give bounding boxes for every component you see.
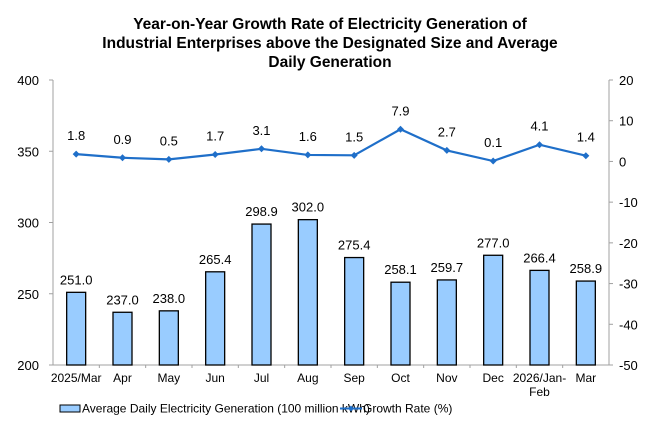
- bar-data-label: 238.0: [153, 291, 186, 306]
- x-tick-label: Sep: [343, 371, 365, 385]
- x-tick-label: Oct: [391, 371, 410, 385]
- bar: [529, 269, 550, 366]
- left-tick-label: 300: [17, 216, 39, 231]
- line-data-label: 3.1: [252, 123, 270, 138]
- right-tick-label: -40: [619, 317, 638, 332]
- chart-title-line: Industrial Enterprises above the Designa…: [102, 35, 558, 52]
- bar: [251, 223, 272, 366]
- right-tick-label: -10: [619, 195, 638, 210]
- right-tick-label: -20: [619, 236, 638, 251]
- bar: [112, 311, 133, 366]
- left-tick-label: 200: [17, 358, 39, 373]
- legend: Average Daily Electricity Generation (10…: [59, 402, 452, 416]
- line-point-marker: [350, 151, 358, 159]
- line-point-marker: [582, 152, 590, 160]
- bar: [344, 256, 365, 366]
- growth-rate-line: [76, 128, 587, 163]
- line-point-marker: [258, 145, 265, 153]
- right-tick-label: -30: [619, 277, 638, 292]
- bar: [158, 310, 179, 366]
- bar-data-label: 302.0: [292, 200, 325, 215]
- legend-bar-swatch: [59, 404, 81, 413]
- line-data-label: 1.8: [67, 128, 85, 143]
- x-tick-label: Nov: [436, 371, 457, 385]
- line-point-marker: [211, 151, 219, 159]
- chart-title: Year-on-Year Growth Rate of Electricity …: [102, 16, 558, 71]
- line-data-label: 0.1: [484, 135, 502, 150]
- x-tick-label: 2026/Jan-: [513, 371, 566, 385]
- bar: [66, 291, 87, 366]
- line-data-label: 2.7: [438, 124, 456, 139]
- bar-data-label: 265.4: [199, 252, 232, 267]
- bar: [436, 279, 457, 366]
- bar: [575, 280, 596, 366]
- line-data-label: 7.9: [391, 103, 409, 118]
- bar: [205, 271, 226, 366]
- legend-line-marker: [348, 405, 354, 412]
- legend-bar-label: Average Daily Electricity Generation (10…: [82, 402, 370, 416]
- bar-data-label: 266.4: [523, 250, 556, 265]
- line-data-label: 1.5: [345, 129, 363, 144]
- x-tick-label: Jun: [205, 371, 224, 385]
- bar-data-label: 237.0: [106, 292, 139, 307]
- right-tick-label: 0: [619, 154, 626, 169]
- x-tick-label: Jul: [254, 371, 269, 385]
- line-point-marker: [304, 151, 312, 159]
- x-tick-label: Feb: [529, 385, 550, 399]
- bar: [483, 254, 504, 366]
- legend-line-label: Growth Rate (%): [363, 402, 452, 416]
- bar-data-label: 251.0: [60, 272, 93, 287]
- line-data-label: 4.1: [530, 119, 548, 134]
- bar-data-label: 275.4: [338, 238, 371, 253]
- chart-title-line: Daily Generation: [268, 54, 391, 71]
- line-data-label: 1.7: [206, 129, 224, 144]
- right-tick-label: 20: [619, 73, 633, 88]
- line-data-label: 1.4: [577, 130, 595, 145]
- bar-data-label: 258.1: [384, 262, 417, 277]
- right-tick-label: -50: [619, 358, 638, 373]
- x-tick-label: May: [157, 371, 180, 385]
- line-series: 1.8 0.9 0.5 1.7 3.1 1.6 1.5 7.9 2.7 0.1 4.1 1.4: [67, 103, 595, 165]
- left-tick-label: 400: [17, 73, 39, 88]
- chart-title-line: Year-on-Year Growth Rate of Electricity …: [133, 16, 527, 33]
- bar: [390, 281, 411, 366]
- bar-data-label: 277.0: [477, 235, 510, 250]
- x-tick-label: Dec: [482, 371, 503, 385]
- line-data-label: 0.9: [113, 132, 131, 147]
- line-point-marker: [119, 154, 126, 162]
- line-point-marker: [536, 141, 543, 149]
- left-tick-label: 250: [17, 287, 39, 302]
- line-point-marker: [72, 150, 80, 158]
- bar-series: 251.0 237.0 238.0 265.4 298.9 302.0 275.4 258.1…: [60, 200, 603, 366]
- line-point-marker: [397, 125, 404, 133]
- bar: [297, 218, 318, 366]
- bar-data-label: 258.9: [570, 261, 603, 276]
- x-tick-label: 2025/Mar: [51, 371, 102, 385]
- line-data-label: 0.5: [160, 133, 178, 148]
- x-tick-label: Apr: [113, 371, 132, 385]
- line-point-marker: [489, 157, 497, 165]
- line-point-marker: [443, 146, 451, 154]
- bar-data-label: 259.7: [431, 260, 464, 275]
- line-point-marker: [165, 155, 173, 163]
- bar-data-label: 298.9: [245, 204, 278, 219]
- left-tick-label: 350: [17, 144, 39, 159]
- right-tick-label: 10: [619, 114, 633, 129]
- line-data-label: 1.6: [299, 129, 317, 144]
- axes: 200 250 300 350 400 -50 -40 -30 -20 -10 0 10 20 2025/…: [17, 73, 638, 399]
- x-tick-label: Mar: [575, 371, 596, 385]
- x-tick-label: Aug: [297, 371, 318, 385]
